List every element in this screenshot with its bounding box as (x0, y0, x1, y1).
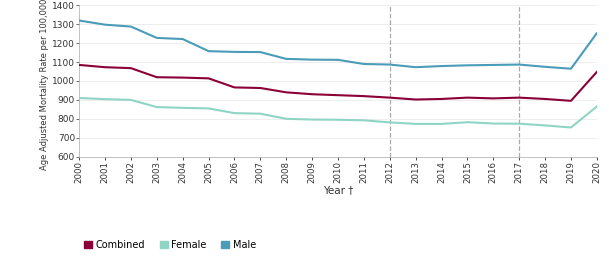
X-axis label: Year †: Year † (323, 185, 353, 195)
Legend: Combined, Female, Male: Combined, Female, Male (84, 240, 256, 250)
Y-axis label: Age Adjusted Mortality Rate per 100,000 †: Age Adjusted Mortality Rate per 100,000 … (40, 0, 49, 170)
